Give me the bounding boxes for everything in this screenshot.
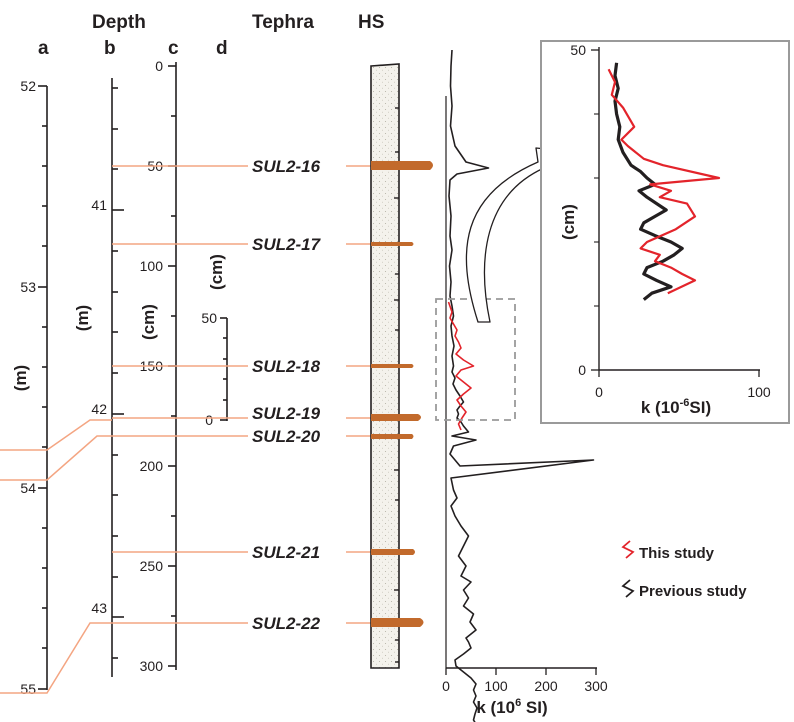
scale-d-tick-0: 0	[205, 412, 213, 428]
inset-frame	[540, 40, 790, 424]
inset-y-tick-label-50: 50	[570, 42, 586, 58]
tephra-label-sul2-17: SUL2-17	[252, 235, 322, 254]
scale-b-tick-41: 41	[91, 197, 107, 213]
scale-d-tick-50: 50	[201, 310, 217, 326]
tephra-label-sul2-18: SUL2-18	[252, 357, 321, 376]
inset-y-label: (cm)	[559, 204, 578, 240]
tephra-layer-sul2-17	[371, 242, 414, 246]
main-x-tick-label-200: 200	[534, 678, 558, 694]
header-hs: HS	[358, 12, 384, 33]
scale-a-tick-52: 52	[20, 78, 36, 94]
scale-a-tick-53: 53	[20, 279, 36, 295]
zoom-dashed-box	[435, 298, 516, 421]
main-x-tick-label-100: 100	[484, 678, 508, 694]
header-depth: Depth	[92, 12, 146, 33]
inset-y-tick-label-0: 0	[578, 362, 586, 378]
scale-b-tick-43: 43	[91, 600, 107, 616]
main-susceptibility-chart: 0 100 200 300 k (106 SI)	[435, 49, 608, 722]
header-c: c	[168, 38, 179, 59]
scale-d	[220, 317, 228, 421]
tephra-layer-sul2-18	[371, 364, 414, 368]
scale-c-tick-0: 0	[155, 58, 163, 74]
tephra-labels: SUL2-16 SUL2-17 SUL2-18 SUL2-19 SUL2-20 …	[248, 153, 346, 635]
legend-this-study-label: This study	[639, 545, 715, 562]
header-d: d	[216, 38, 228, 59]
scale-b	[111, 78, 124, 677]
main-x-tick-label-0: 0	[442, 678, 450, 694]
unit-b: (m)	[73, 305, 92, 331]
unit-c: (cm)	[139, 304, 158, 340]
tephra-layer-sul2-21	[371, 549, 415, 555]
inset-x-tick-label-100: 100	[747, 384, 771, 400]
tephra-label-sul2-19: SUL2-19	[252, 404, 321, 423]
scale-c-tick-200: 200	[140, 458, 164, 474]
tephra-label-sul2-20: SUL2-20	[252, 427, 321, 446]
tephra-layer-sul2-16	[371, 161, 433, 170]
tephra-layer-sul2-22	[371, 618, 424, 627]
header-b: b	[104, 38, 116, 59]
legend: This study Previous study	[621, 540, 747, 600]
inset-x-label: k (10-6SI)	[641, 397, 711, 417]
legend-previous-study-label: Previous study	[639, 583, 747, 600]
main-x-tick-label-300: 300	[584, 678, 608, 694]
correlation-lines	[0, 419, 112, 694]
unit-d: (cm)	[207, 254, 226, 290]
tephra-layer-sul2-19	[371, 414, 421, 421]
main-chart-x-label: k (106 SI)	[476, 697, 547, 717]
scale-c-tick-100: 100	[140, 258, 164, 274]
scale-a	[38, 85, 48, 690]
scale-b-tick-42: 42	[91, 401, 107, 417]
main-series-this-study	[447, 301, 475, 431]
inset-series-this-study	[607, 68, 721, 295]
tephra-label-sul2-22: SUL2-22	[252, 614, 321, 633]
legend-previous-study-swatch	[621, 579, 635, 598]
inset-chart: 0 100 0 50 (cm) k (10-6SI)	[540, 40, 790, 424]
unit-a: (m)	[11, 365, 30, 391]
scale-c-tick-250: 250	[140, 558, 164, 574]
tephra-label-sul2-16: SUL2-16	[252, 157, 321, 176]
main-series-previous-study	[448, 49, 595, 722]
tephra-label-sul2-21: SUL2-21	[252, 543, 320, 562]
tephra-layer-sul2-20	[371, 434, 414, 439]
header-a: a	[38, 38, 49, 59]
scale-a-tick-54: 54	[20, 480, 36, 496]
header-tephra: Tephra	[252, 12, 314, 33]
hs-core	[370, 63, 433, 669]
scale-a-tick-55: 55	[20, 681, 36, 697]
inset-series-previous-study	[613, 62, 684, 301]
legend-this-study-swatch	[621, 540, 635, 559]
scale-c-tick-300: 300	[140, 658, 164, 674]
inset-x-tick-label-0: 0	[595, 384, 603, 400]
